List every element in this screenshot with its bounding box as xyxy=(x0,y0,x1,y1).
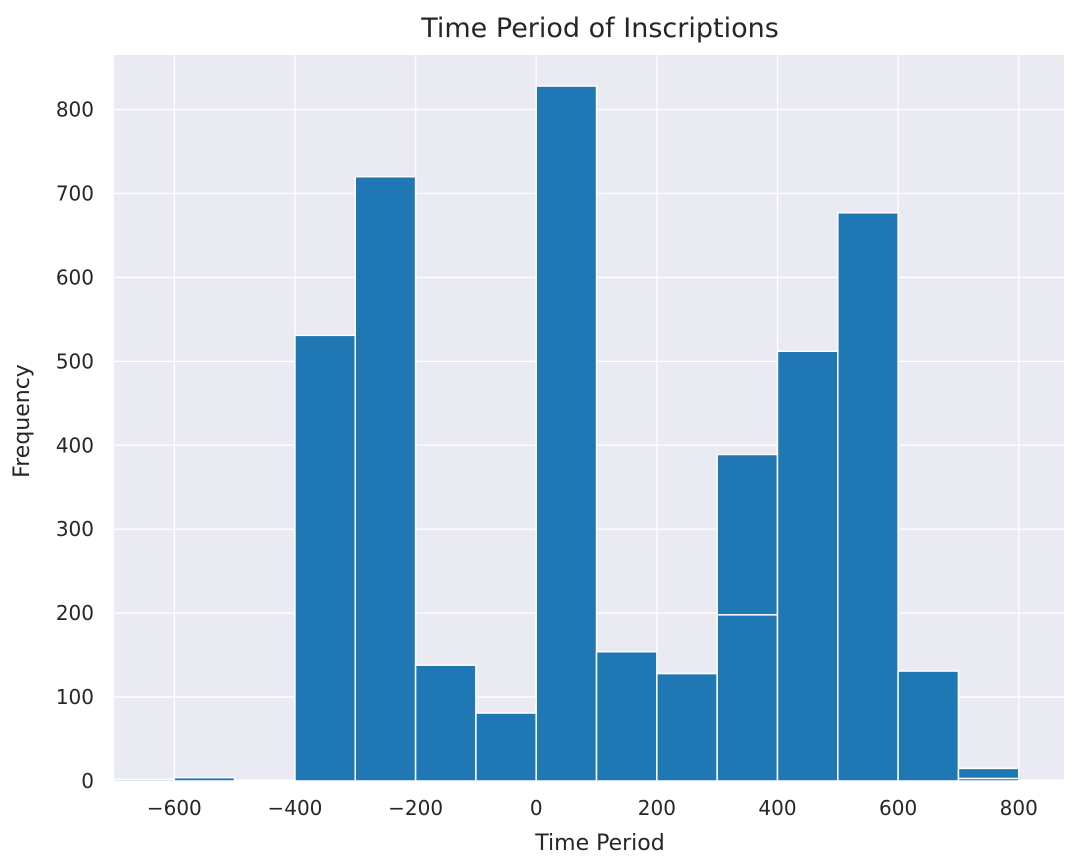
x-tick-label: −600 xyxy=(147,796,202,820)
x-tick-label: −400 xyxy=(267,796,322,820)
y-tick-label: 600 xyxy=(56,265,94,289)
x-tick-label: −200 xyxy=(388,796,443,820)
histogram-bar xyxy=(475,712,537,782)
histogram-bar xyxy=(414,664,477,782)
histogram-bar xyxy=(1018,779,1080,782)
x-tick-label: 800 xyxy=(1000,796,1038,820)
histogram-bar xyxy=(656,672,718,782)
histogram-bar xyxy=(233,779,296,782)
histogram-bar xyxy=(113,778,176,782)
x-axis-label: Time Period xyxy=(534,831,664,856)
y-tick-label: 500 xyxy=(56,349,94,373)
x-tick-label: 0 xyxy=(530,796,543,820)
histogram-bars xyxy=(113,85,1080,782)
histogram-bar xyxy=(776,350,839,782)
histogram-bar xyxy=(535,85,598,782)
y-tick-label: 200 xyxy=(56,601,94,625)
y-tick-label: 800 xyxy=(56,98,94,122)
x-tick-label: 200 xyxy=(638,796,676,820)
histogram-bar xyxy=(897,670,960,782)
y-axis-ticks: 0 100 200 300 400 500 600 700 800 xyxy=(56,98,94,793)
x-tick-label: 400 xyxy=(758,796,796,820)
x-tick-label: 600 xyxy=(879,796,917,820)
histogram-bar xyxy=(837,212,899,782)
y-tick-label: 0 xyxy=(81,769,94,793)
histogram-bar xyxy=(957,777,1020,782)
chart-title: Time Period of Inscriptions xyxy=(420,13,779,44)
y-tick-label: 100 xyxy=(56,685,94,709)
histogram-bar xyxy=(716,614,779,782)
y-tick-label: 300 xyxy=(56,517,94,541)
histogram-bar xyxy=(595,650,658,782)
y-axis-label: Frequency xyxy=(10,364,35,478)
x-axis-ticks: −600 −400 −200 0 200 400 600 800 xyxy=(147,796,1038,820)
histogram-bar xyxy=(294,334,357,782)
y-tick-label: 700 xyxy=(56,181,94,205)
y-tick-label: 400 xyxy=(56,433,94,457)
histogram-bar xyxy=(354,175,417,782)
histogram-bar xyxy=(173,776,236,782)
